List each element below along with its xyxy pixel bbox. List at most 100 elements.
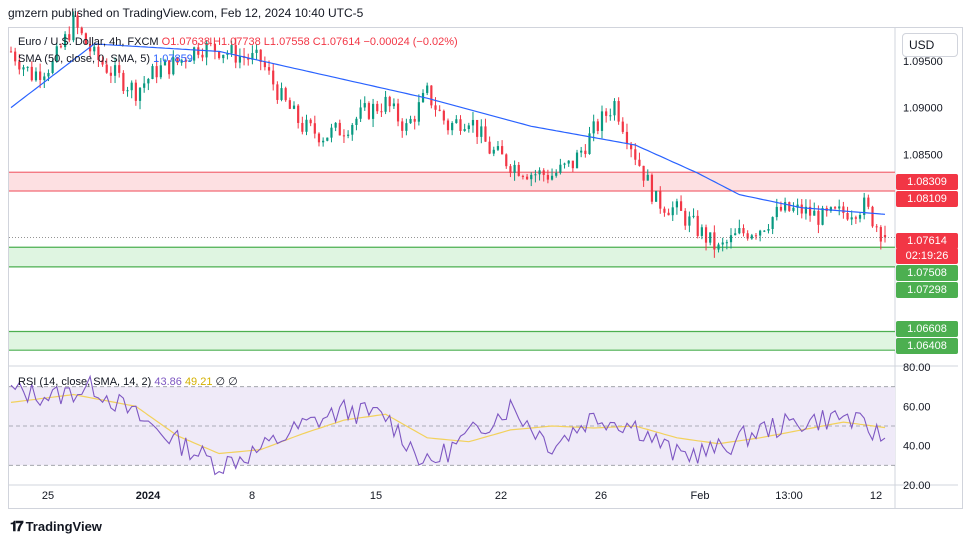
- symbol-title: Euro / U.S. Dollar, 4h, FXCM: [18, 36, 159, 48]
- candle-body: [588, 133, 591, 155]
- candle-body: [779, 206, 783, 211]
- candle-body: [842, 206, 845, 214]
- sma-legend: SMA (50, close, 0, SMA, 5) 1.07859: [18, 53, 193, 65]
- candle-body: [571, 160, 574, 169]
- candle-body: [759, 230, 762, 236]
- candle-body: [80, 27, 83, 34]
- candle-body: [238, 56, 242, 63]
- candle-body: [821, 208, 824, 225]
- candle-body: [750, 235, 753, 239]
- candle-body: [817, 210, 820, 225]
- candle-body: [684, 210, 687, 226]
- zone-tag-support1-bottom: 1.07298: [896, 282, 958, 298]
- candle-body: [546, 174, 549, 180]
- price-axis-label: 1.09500: [903, 56, 943, 68]
- sma-value: 1.07859: [153, 53, 193, 65]
- candle-body: [147, 78, 150, 84]
- candle-body: [76, 15, 79, 28]
- candle-body: [625, 131, 629, 145]
- rsi-axis-label: 20.00: [903, 480, 931, 492]
- candle-body: [234, 45, 237, 63]
- candle-body: [276, 84, 279, 100]
- candle-body: [188, 60, 192, 62]
- price-axis-label: 1.09000: [903, 103, 943, 115]
- candle-body: [775, 206, 778, 218]
- candle-body: [426, 85, 429, 93]
- candle-body: [863, 197, 866, 215]
- candle-body: [704, 227, 708, 243]
- time-axis-label: 26: [595, 490, 607, 502]
- zone-tag-support1-top: 1.07508: [896, 265, 958, 281]
- candle-body: [696, 215, 699, 236]
- candle-body: [180, 59, 183, 63]
- candle-body: [638, 159, 641, 166]
- candle-body: [505, 154, 508, 167]
- candle-body: [559, 164, 562, 173]
- currency-button[interactable]: USD: [902, 33, 958, 57]
- candle-body: [734, 233, 737, 236]
- candle-body: [338, 122, 341, 136]
- candle-body: [84, 33, 88, 44]
- candle-body: [605, 111, 608, 116]
- candle-body: [675, 201, 679, 208]
- candle-body: [654, 190, 658, 202]
- candle-body: [838, 206, 841, 209]
- zone-tag-resistance-top: 1.08309: [896, 174, 958, 190]
- candle-body: [47, 72, 50, 77]
- candle-body: [563, 163, 566, 165]
- time-axis-label: Feb: [691, 490, 710, 502]
- sma-label: SMA (50, close, 0, SMA, 5): [18, 53, 151, 65]
- candle-body: [122, 72, 125, 91]
- candle-body: [600, 111, 604, 131]
- candle-body: [255, 49, 258, 53]
- candle-body: [580, 150, 583, 153]
- candle-body: [875, 226, 878, 228]
- candle-body: [143, 83, 146, 88]
- candle-body: [176, 57, 179, 63]
- rsi-axis-label: 60.00: [903, 401, 931, 413]
- candle-body: [113, 65, 117, 76]
- candle-body: [501, 146, 504, 155]
- candle-body: [251, 52, 254, 60]
- time-axis-label: 12: [870, 490, 882, 502]
- candle-body: [22, 67, 25, 70]
- candle-body: [883, 235, 887, 238]
- candle-body: [476, 119, 479, 137]
- candle-body: [64, 34, 67, 48]
- candle-body: [380, 111, 383, 113]
- candle-body: [413, 118, 416, 122]
- candle-body: [434, 105, 437, 110]
- candle-body: [184, 59, 187, 62]
- candle-body: [438, 109, 441, 111]
- zone-tag-support2-bottom: 1.06408: [896, 338, 958, 354]
- candle-body: [459, 119, 462, 131]
- candle-body: [126, 90, 129, 92]
- candle-body: [679, 201, 683, 211]
- candle-body: [617, 101, 620, 122]
- candle-body: [784, 202, 787, 211]
- candle-body: [767, 228, 770, 231]
- candle-body: [163, 60, 167, 66]
- candle-body: [272, 70, 275, 85]
- candle-body: [93, 46, 96, 52]
- candle-body: [259, 49, 262, 62]
- candle-body: [30, 66, 33, 81]
- rsi-axis-label: 40.00: [903, 441, 931, 453]
- time-axis-label: 2024: [136, 490, 161, 502]
- candle-body: [642, 165, 645, 181]
- candle-body: [833, 207, 837, 209]
- candle-body: [463, 129, 466, 131]
- candle-body: [172, 57, 175, 75]
- candle-body: [226, 53, 229, 55]
- candle-body: [829, 207, 832, 212]
- candle-body: [330, 127, 333, 138]
- candle-body: [621, 121, 624, 132]
- candle-body: [359, 107, 362, 119]
- candle-body: [97, 46, 100, 60]
- candle-body: [484, 126, 487, 142]
- candle-body: [159, 65, 162, 78]
- candle-body: [788, 202, 791, 211]
- candle-body: [59, 46, 63, 48]
- candle-body: [650, 174, 654, 202]
